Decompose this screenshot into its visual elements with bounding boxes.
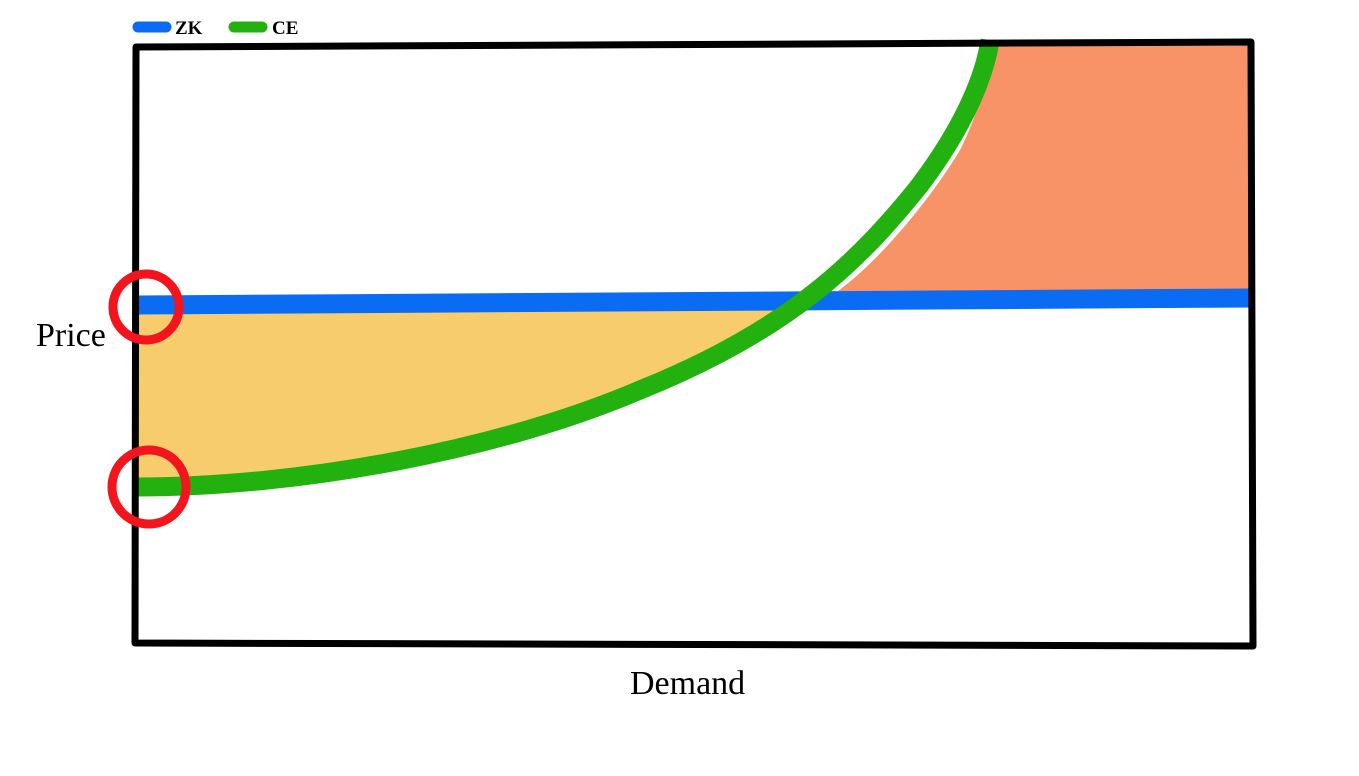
ce-intercept-marker (107, 445, 191, 529)
legend-zk-label: ZK (175, 18, 203, 39)
x-axis-label: Demand (630, 665, 745, 702)
legend: ZK CE (132, 18, 298, 39)
upper-shaded-region (838, 44, 1252, 291)
y-axis-label: Price (36, 317, 106, 354)
ce-curve (136, 38, 1000, 497)
zk-line (136, 288, 1253, 315)
zk-intercept-marker (108, 269, 184, 345)
lower-shaded-region (138, 306, 790, 484)
legend-ce-label: CE (272, 18, 298, 39)
chart-frame (131, 38, 1257, 650)
